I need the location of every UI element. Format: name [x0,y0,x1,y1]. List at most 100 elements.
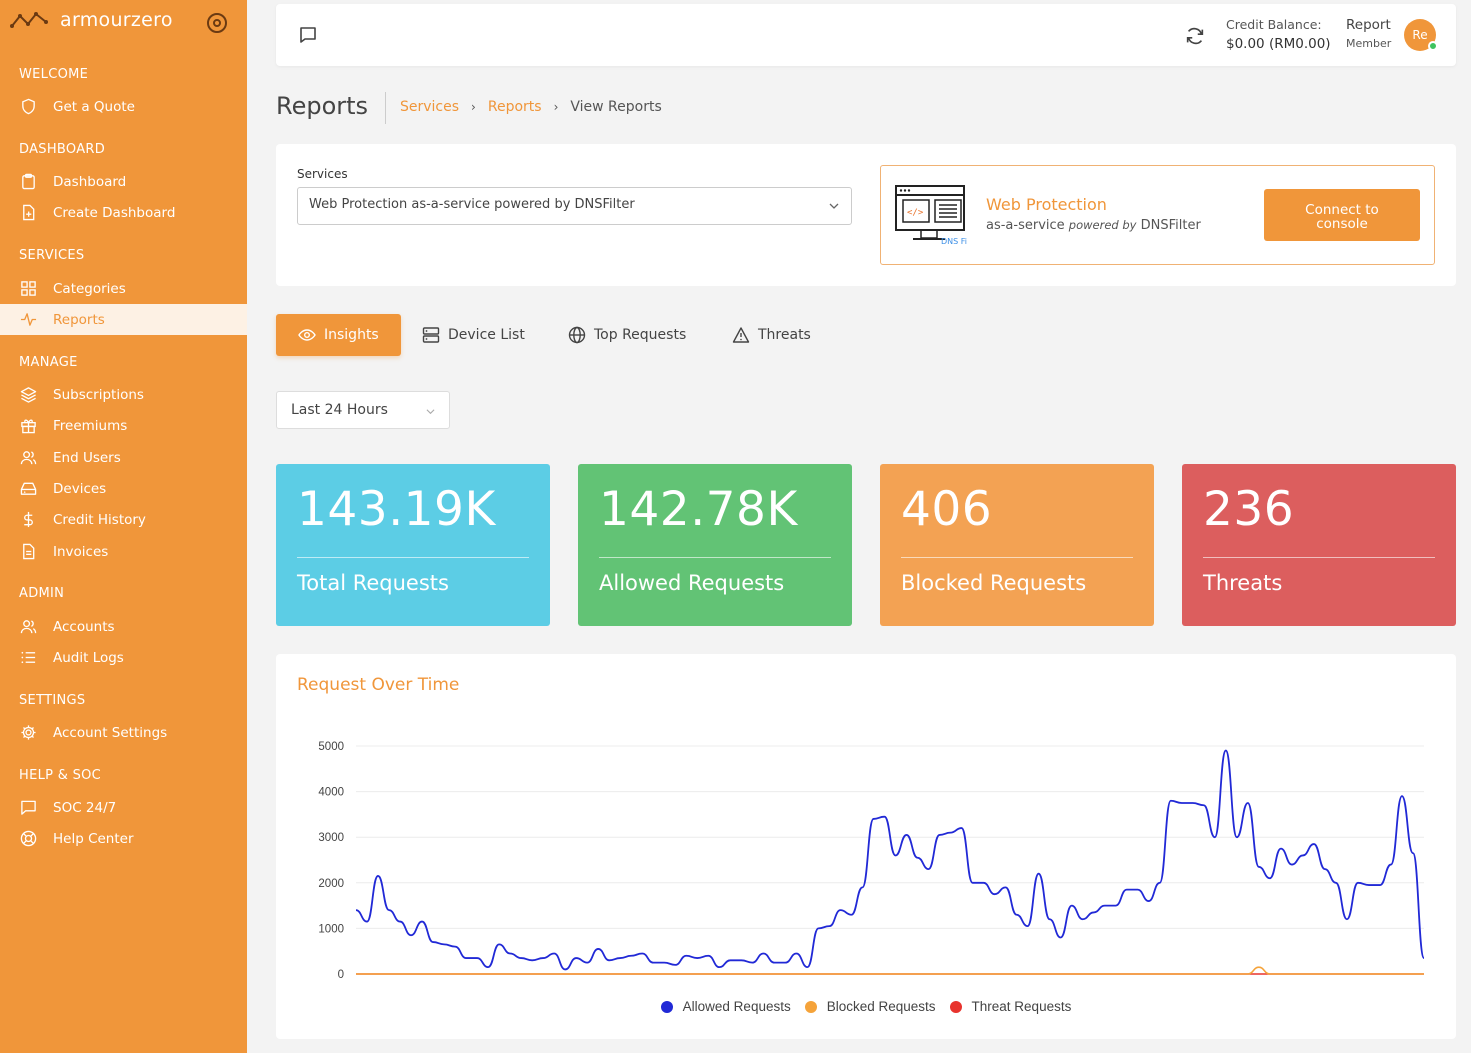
tab-device-list[interactable]: Device List [422,314,525,356]
sidebar-item-label: Freemiums [53,417,128,434]
sidebar-item-end-users[interactable]: End Users [0,442,247,473]
sidebar-item-account-settings[interactable]: Account Settings [0,717,247,748]
chat-icon[interactable] [298,25,318,45]
chevron-right-icon: › [553,100,559,114]
sidebar-item-soc-24-7[interactable]: SOC 24/7 [0,792,247,823]
connect-to-console-button[interactable]: Connect to console [1264,189,1420,241]
services-label: Services [297,167,348,181]
web-protection-subtitle: as-a-service powered by DNSFilter [986,218,1201,233]
stat-card-allowed-requests: 142.78K Allowed Requests [578,464,852,626]
legend-label: Threat Requests [971,999,1072,1014]
sidebar-item-accounts[interactable]: Accounts [0,611,247,642]
sidebar-item-label: Invoices [53,543,109,560]
sidebar-item-label: Create Dashboard [53,204,176,221]
stat-card-blocked-requests: 406 Blocked Requests [880,464,1154,626]
alert-triangle-icon [732,326,750,344]
sidebar-toggle-icon[interactable] [207,13,227,33]
life-buoy-icon [19,830,37,848]
sidebar-section-dashboard: DASHBOARD [19,142,106,157]
gift-icon [19,417,37,435]
users-icon [19,618,37,636]
chevron-right-icon: › [471,100,476,114]
tab-top-requests[interactable]: Top Requests [568,314,686,356]
stat-card-threats: 236 Threats [1182,464,1456,626]
legend-dot-icon [949,1000,962,1013]
service-card: Services Web Protection as-a-service pow… [276,144,1456,286]
chat-icon [19,799,37,817]
stat-value: 406 [901,482,993,537]
legend-item-blocked-requests[interactable]: Blocked Requests [804,999,936,1014]
sidebar-item-label: Devices [53,480,107,497]
sidebar-item-reports[interactable]: Reports [0,304,247,335]
sidebar-section-help-soc: HELP & SOC [19,768,102,783]
sidebar-item-get-a-quote[interactable]: Get a Quote [0,91,247,122]
y-tick-label: 5000 [318,741,344,753]
connect-line-2: console [1316,216,1368,232]
dnsfilter-logo-text: DNS Filter [941,237,967,246]
sidebar-item-devices[interactable]: Devices [0,473,247,504]
chart-plot: 0 1000 2000 3000 4000 5000 [318,741,1425,981]
legend-dot-icon [660,1000,673,1013]
sidebar-item-subscriptions[interactable]: Subscriptions [0,379,247,410]
services-select[interactable]: Web Protection as-a-service powered by D… [297,187,852,225]
legend-item-threat-requests[interactable]: Threat Requests [949,999,1072,1014]
sidebar-item-audit-logs[interactable]: Audit Logs [0,642,247,673]
tab-threats-label: Threats [758,327,811,343]
y-tick-label: 2000 [318,878,344,890]
time-range-select[interactable]: Last 24 Hours [276,391,450,429]
breadcrumb-reports[interactable]: Reports [487,99,542,115]
services-select-value: Web Protection as-a-service powered by D… [309,197,635,212]
sidebar-item-invoices[interactable]: Invoices [0,536,247,567]
breadcrumb-services[interactable]: Services [400,99,460,115]
sidebar-item-label: Account Settings [53,724,168,741]
user-role: Member [1346,37,1392,50]
eye-icon [298,326,316,344]
stat-label: Total Requests [297,571,449,595]
sidebar-item-create-dashboard[interactable]: Create Dashboard [0,197,247,228]
y-tick-label: 0 [338,969,344,981]
armourzero-logo-icon [10,12,48,28]
sidebar-item-dashboard[interactable]: Dashboard [0,166,247,197]
tab-insights[interactable]: Insights [276,314,401,356]
legend-item-allowed-requests[interactable]: Allowed Requests [660,999,791,1014]
tab-threats[interactable]: Threats [732,314,811,356]
sidebar-item-label: Subscriptions [53,386,144,403]
hard-drive-icon [19,480,37,498]
stat-label: Blocked Requests [901,571,1087,595]
y-tick-label: 1000 [318,923,344,935]
sidebar-item-label: Help Center [53,830,134,847]
time-range-value: Last 24 Hours [291,402,388,418]
legend-label: Blocked Requests [826,999,936,1014]
stat-label: Allowed Requests [599,571,785,595]
shield-icon [19,98,37,116]
sidebar-item-categories[interactable]: Categories [0,273,247,304]
sidebar-item-label: Audit Logs [53,649,124,666]
sidebar-section-manage: MANAGE [19,355,78,370]
sidebar-item-freemiums[interactable]: Freemiums [0,410,247,441]
connect-line-1: Connect to [1305,202,1379,218]
stat-label: Threats [1203,571,1283,595]
layers-icon [19,386,37,404]
brand-name: armourzero [60,9,173,31]
brand[interactable]: armourzero [10,8,235,32]
sidebar-section-services: SERVICES [19,248,85,263]
server-icon [422,326,440,344]
refresh-icon[interactable] [1184,25,1206,47]
breadcrumb-current: View Reports [570,99,662,115]
chart-title: Request Over Time [297,675,460,695]
stat-divider [901,557,1133,558]
sidebar-section-welcome: WELCOME [19,67,89,82]
stat-divider [297,557,529,558]
file-plus-icon [19,204,37,222]
breadcrumb: Services › Reports › View Reports [400,99,662,115]
web-protection-illustration-icon: </> DNS Filter [895,185,967,246]
avatar[interactable]: Re [1404,19,1438,51]
sidebar-item-credit-history[interactable]: Credit History [0,504,247,535]
sidebar-item-label: Credit History [53,511,146,528]
user-name[interactable]: Report [1346,17,1391,33]
sidebar-item-label: SOC 24/7 [53,799,117,816]
legend-dot-icon [804,1000,817,1013]
subtitle-prefix: as-a-service [986,218,1065,233]
sidebar-item-help-center[interactable]: Help Center [0,823,247,854]
sidebar-section-admin: ADMIN [19,586,65,601]
